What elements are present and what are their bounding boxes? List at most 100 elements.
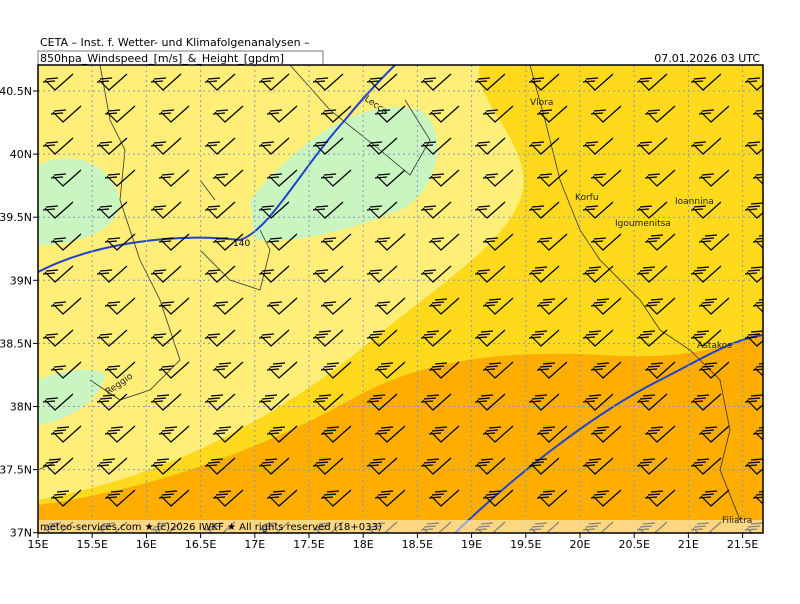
wind-barb xyxy=(158,297,190,315)
wind-barb xyxy=(482,361,514,379)
wind-barb xyxy=(744,330,763,347)
wind-barb xyxy=(104,169,136,187)
wind-barb xyxy=(636,137,668,155)
wind-barb xyxy=(690,201,722,219)
wind-barb xyxy=(582,393,614,411)
wind-barb xyxy=(150,457,182,475)
wind-barb xyxy=(752,427,763,441)
y-tick-label: 37.5N xyxy=(0,464,32,477)
wind-barb xyxy=(374,425,406,443)
x-tick-label: 19.5E xyxy=(510,538,541,551)
y-tick-label: 39N xyxy=(10,274,32,287)
wind-barb xyxy=(744,202,763,219)
wind-barb xyxy=(50,361,82,379)
x-tick-label: 15.5E xyxy=(76,538,107,551)
wind-barb xyxy=(528,393,560,411)
wind-barb xyxy=(420,73,452,91)
wind-barb xyxy=(536,361,568,379)
wind-barb xyxy=(420,265,452,283)
wind-barb xyxy=(258,265,290,283)
wind-barb xyxy=(42,201,74,219)
wind-barb xyxy=(366,137,398,155)
wind-barb xyxy=(204,201,236,219)
wind-barb xyxy=(636,329,668,347)
wind-barb xyxy=(474,201,506,219)
wind-barb xyxy=(158,233,190,251)
place-label: Astakos xyxy=(697,341,732,351)
wind-barb xyxy=(698,425,730,443)
wind-barb xyxy=(320,297,352,315)
wind-barb xyxy=(644,105,676,123)
wind-barb xyxy=(42,329,74,347)
wind-barb xyxy=(644,169,676,187)
wind-barb xyxy=(744,141,763,155)
wind-barb xyxy=(158,489,190,507)
wind-barb xyxy=(644,233,676,251)
wind-barb xyxy=(582,329,614,347)
wind-barb xyxy=(590,297,622,315)
wind-barb xyxy=(366,393,398,411)
wind-barb xyxy=(266,105,298,123)
wind-barb xyxy=(366,329,398,347)
wind-barb xyxy=(204,329,236,347)
wind-barb xyxy=(482,169,514,187)
y-tick-label: 38.5N xyxy=(0,337,32,350)
wind-barb xyxy=(212,425,244,443)
wind-barb xyxy=(320,361,352,379)
wind-barb xyxy=(158,361,190,379)
wind-barb xyxy=(428,425,460,443)
wind-barb xyxy=(104,233,136,251)
wind-barb xyxy=(374,297,406,315)
wind-barb xyxy=(644,361,676,379)
wind-barb xyxy=(258,201,290,219)
wind-barb xyxy=(50,489,82,507)
wind-barb xyxy=(474,265,506,283)
wind-barb xyxy=(158,169,190,187)
wind-barb xyxy=(420,137,452,155)
wind-barb xyxy=(266,233,298,251)
wind-barb xyxy=(104,105,136,123)
wind-barb xyxy=(636,265,668,283)
wind-barb xyxy=(482,105,514,123)
wind-barb xyxy=(690,137,722,155)
wind-barb xyxy=(42,73,74,91)
wind-barb xyxy=(42,137,74,155)
wind-barb xyxy=(744,394,763,411)
wind-barb xyxy=(528,137,560,155)
wind-barb xyxy=(752,235,763,249)
wind-barb xyxy=(320,169,352,187)
wind-barb xyxy=(636,393,668,411)
wind-barb xyxy=(582,457,614,475)
wind-barb xyxy=(312,265,344,283)
wind-barb xyxy=(374,105,406,123)
y-tick-label: 40N xyxy=(10,148,32,161)
place-label: Igoumenitsa xyxy=(615,219,671,229)
wind-barb xyxy=(312,73,344,91)
x-tick-label: 21E xyxy=(678,538,699,551)
wind-barb xyxy=(474,329,506,347)
wind-barb xyxy=(104,297,136,315)
map-frame xyxy=(37,64,764,534)
wind-barb xyxy=(474,73,506,91)
x-tick-label: 21.5E xyxy=(727,538,758,551)
wind-barb xyxy=(744,77,763,91)
wind-barb xyxy=(482,233,514,251)
wind-barb xyxy=(150,265,182,283)
wind-barb xyxy=(474,137,506,155)
wind-barb xyxy=(582,201,614,219)
wind-barb xyxy=(320,489,352,507)
wind-barb xyxy=(366,457,398,475)
wind-barb xyxy=(644,297,676,315)
wind-barb xyxy=(536,233,568,251)
wind-barb xyxy=(258,329,290,347)
wind-barb xyxy=(690,457,722,475)
header-product: 850hpa_Windspeed_[m/s]_&_Height_[gpdm] xyxy=(40,52,284,65)
wind-barb xyxy=(312,393,344,411)
wind-barb xyxy=(528,329,560,347)
wind-barb xyxy=(320,233,352,251)
wind-barb xyxy=(312,201,344,219)
x-tick-label: 20E xyxy=(570,538,591,551)
wind-barb xyxy=(258,137,290,155)
wind-barb xyxy=(474,457,506,475)
y-tick-label: 37N xyxy=(10,527,32,540)
